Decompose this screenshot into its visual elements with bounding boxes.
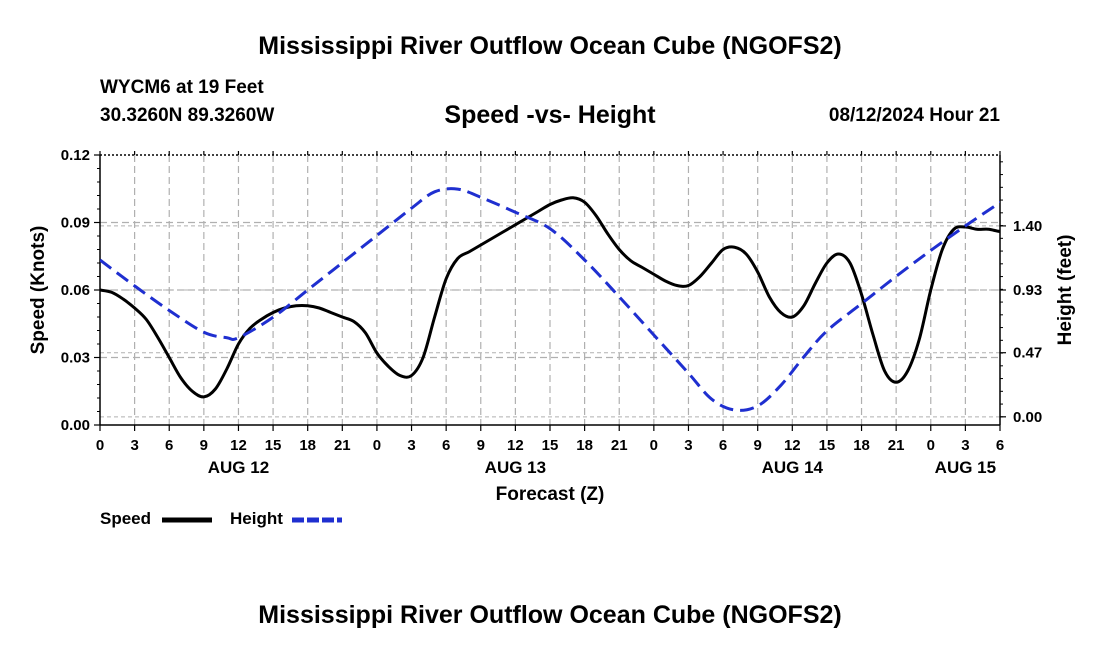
- legend-height-swatch: [292, 517, 342, 523]
- y-tick-label: 0.03: [61, 350, 90, 367]
- x-date-label: AUG 15: [935, 458, 996, 477]
- x-tick-label: 6: [442, 437, 450, 454]
- x-tick-label: 18: [853, 437, 870, 454]
- x-tick-label: 15: [542, 437, 559, 454]
- x-tick-label: 21: [888, 437, 905, 454]
- speed-series-line: [100, 196, 1000, 399]
- x-tick-label: 0: [96, 437, 104, 454]
- x-tick-label: 18: [299, 437, 316, 454]
- height-series-line: [100, 187, 1000, 412]
- axis-labels: 0 3 6 9 12 15 18 21 0 3 6 9 12 15 18 21 0 3 6 9 12 15 18 21 0 3 6A…: [28, 147, 1076, 505]
- bottom-title: Mississippi River Outflow Ocean Cube (NG…: [258, 601, 842, 629]
- y-axis-title: Speed (Knots): [28, 226, 49, 355]
- x-tick-label: 9: [754, 437, 762, 454]
- x-tick-label: 15: [819, 437, 836, 454]
- y2-tick-label: 0.47: [1013, 345, 1042, 362]
- x-tick-label: 12: [230, 437, 247, 454]
- y2-tick-label: 1.40: [1013, 218, 1042, 235]
- x-tick-label: 21: [334, 437, 351, 454]
- x-tick-label: 0: [650, 437, 658, 454]
- legend-speed-label: Speed: [100, 509, 152, 528]
- forecast-datetime: 08/12/2024 Hour 21: [828, 105, 1000, 126]
- legend-speed-swatch: [162, 517, 212, 523]
- x-date-label: AUG 14: [762, 458, 824, 477]
- legend-height-label: Height: [230, 509, 283, 528]
- x-tick-label: 3: [684, 437, 692, 454]
- grid-lines: [100, 155, 1000, 425]
- x-tick-label: 9: [477, 437, 485, 454]
- y2-axis-title: Height (feet): [1055, 235, 1076, 346]
- x-tick-label: 6: [996, 437, 1004, 454]
- y2-tick-label: 0.93: [1013, 282, 1042, 299]
- x-tick-label: 6: [165, 437, 173, 454]
- x-tick-label: 18: [576, 437, 593, 454]
- x-tick-label: 0: [927, 437, 935, 454]
- x-tick-label: 3: [407, 437, 415, 454]
- x-tick-label: 3: [961, 437, 969, 454]
- x-tick-label: 12: [784, 437, 801, 454]
- y-tick-label: 0.09: [61, 215, 90, 232]
- x-tick-label: 21: [611, 437, 628, 454]
- page-title: Mississippi River Outflow Ocean Cube (NG…: [258, 32, 842, 60]
- y-tick-label: 0.12: [61, 147, 90, 164]
- y-tick-label: 0.06: [61, 282, 90, 299]
- station-label: WYCM6 at 19 Feet: [100, 77, 264, 98]
- x-tick-label: 9: [200, 437, 208, 454]
- x-tick-label: 3: [130, 437, 138, 454]
- x-tick-label: 6: [719, 437, 727, 454]
- station-coordinates: 30.3260N 89.3260W: [100, 105, 275, 126]
- x-axis-title: Forecast (Z): [496, 484, 605, 505]
- y2-tick-label: 0.00: [1013, 409, 1042, 426]
- series-layer: [100, 187, 1000, 412]
- y-tick-label: 0.00: [61, 417, 90, 434]
- x-tick-label: 15: [265, 437, 282, 454]
- x-date-label: AUG 12: [208, 458, 269, 477]
- x-tick-label: 0: [373, 437, 381, 454]
- x-tick-label: 12: [507, 437, 524, 454]
- x-date-label: AUG 13: [485, 458, 546, 477]
- chart-subtitle: Speed -vs- Height: [444, 101, 656, 129]
